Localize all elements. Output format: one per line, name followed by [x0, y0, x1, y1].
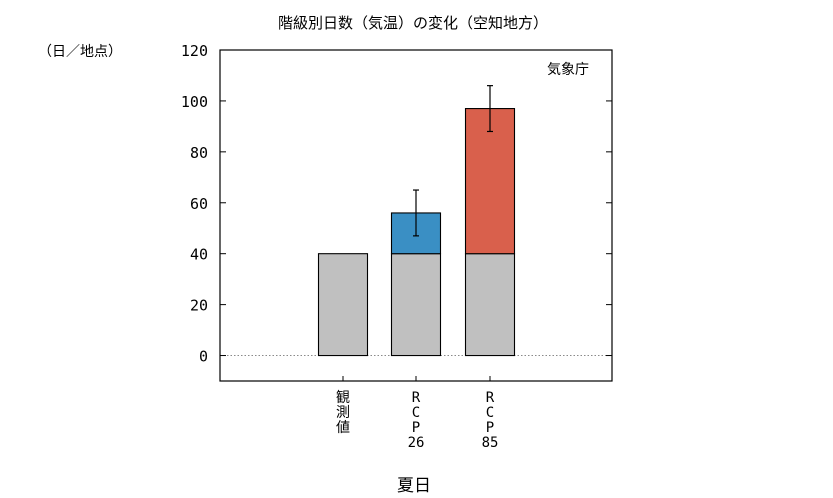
bar-segment: [464, 253, 516, 357]
y-tick-label: 120: [181, 42, 208, 60]
x-tick-label: C: [412, 405, 420, 421]
bar-segment: [390, 253, 442, 357]
x-tick-label: P: [486, 420, 494, 436]
x-tick-label: P: [412, 420, 420, 436]
x-tick-label: C: [486, 405, 494, 421]
x-tick-label: R: [486, 390, 495, 406]
y-tick-label: 100: [181, 93, 208, 111]
chart-title: 階級別日数（気温）の変化（空知地方）: [278, 14, 548, 32]
y-tick-label: 60: [190, 195, 208, 213]
x-tick-label: R: [412, 390, 421, 406]
plot-frame: [219, 49, 613, 382]
y-axis-unit-label: （日／地点）: [38, 44, 122, 60]
y-tick-label: 20: [190, 297, 208, 315]
y-tick-label: 0: [199, 348, 208, 366]
bar-segment: [317, 253, 369, 357]
x-tick-label: 26: [408, 435, 425, 451]
y-tick-label: 40: [190, 246, 208, 264]
x-tick-label: 値: [336, 420, 350, 436]
bar-segment: [464, 108, 516, 255]
source-label: 気象庁: [547, 62, 589, 78]
x-tick-label: 観: [336, 389, 350, 406]
x-axis-label: 夏日: [397, 476, 431, 496]
x-tick-label: 測: [336, 405, 350, 421]
y-tick-label: 80: [190, 144, 208, 162]
x-tick-label: 85: [482, 435, 499, 451]
